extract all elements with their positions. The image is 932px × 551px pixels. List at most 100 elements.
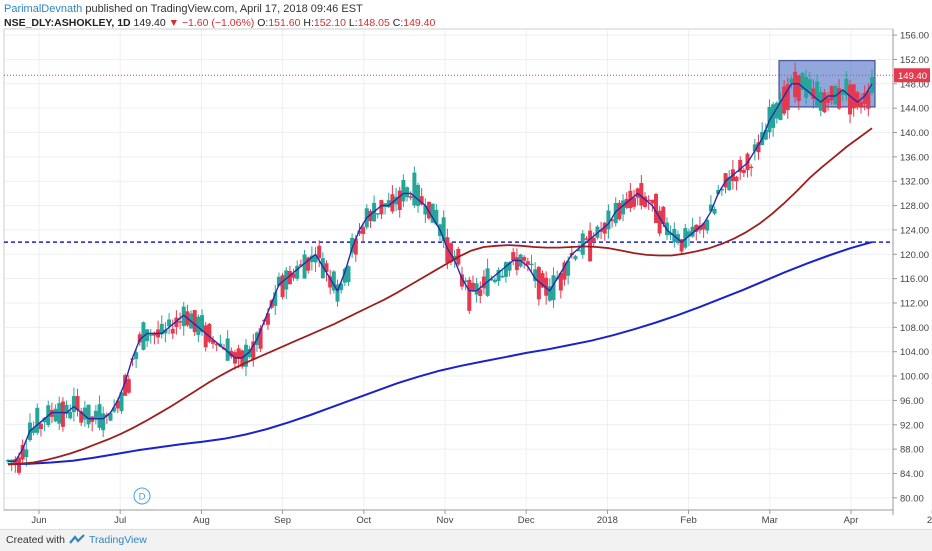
candle-body	[324, 263, 329, 272]
candle-body	[782, 86, 787, 114]
candle-body	[368, 210, 373, 222]
candle-body	[350, 237, 355, 253]
candle-body	[851, 84, 856, 109]
candle-body	[38, 423, 43, 430]
y-tick-label: 144.00	[900, 104, 929, 115]
candle-body	[679, 239, 684, 252]
dividend-marker-label: D	[139, 492, 146, 503]
candle-body	[423, 205, 428, 215]
candle-body	[112, 407, 117, 412]
candle-body	[82, 407, 87, 420]
candle-body	[577, 249, 582, 252]
candle-body	[727, 176, 732, 191]
tradingview-logo[interactable]: TradingView	[68, 534, 147, 546]
price-change: −1.60 (−1.06%)	[181, 17, 255, 29]
candle-body	[86, 404, 91, 425]
candle-body	[71, 396, 76, 413]
candle-body	[211, 339, 216, 344]
candle-body	[694, 224, 699, 232]
y-tick-label: 116.00	[900, 274, 928, 285]
candle-body	[379, 200, 384, 215]
candle-body	[657, 210, 662, 234]
candle-body	[317, 245, 322, 259]
candle-body	[829, 86, 834, 101]
symbol-name[interactable]: NSE_DLY:ASHOKLEY, 1D	[4, 17, 131, 29]
candle-body	[240, 350, 245, 367]
candle-body	[573, 256, 578, 260]
candle-body	[152, 332, 157, 336]
candle-body	[837, 88, 842, 109]
candle-body	[251, 341, 256, 360]
candle-body	[401, 179, 406, 202]
candle-body	[763, 129, 768, 140]
candle-body	[75, 396, 80, 411]
down-arrow-icon: ▼	[168, 17, 179, 29]
candle-body	[53, 408, 58, 422]
author-link[interactable]: ParimalDevnath	[4, 3, 83, 15]
candle-body	[796, 75, 801, 101]
candle-body	[467, 279, 472, 311]
candle-body	[591, 237, 596, 242]
candle-body	[815, 81, 820, 106]
candle-body	[514, 257, 519, 271]
y-tick-label: 108.00	[900, 323, 929, 334]
candle-body	[60, 401, 65, 427]
candle-body	[668, 232, 673, 236]
candle-body	[57, 403, 62, 424]
candle-body	[613, 202, 618, 224]
high-label: H:	[303, 17, 314, 29]
candle-body	[474, 283, 479, 295]
candle-body	[430, 203, 435, 223]
created-with-text: Created with	[6, 534, 65, 546]
candle-body	[31, 427, 36, 433]
x-tick-label: Nov	[437, 515, 454, 526]
candle-body	[452, 255, 457, 261]
candle-body	[478, 289, 483, 297]
candle-body	[137, 334, 142, 343]
symbol-legend: NSE_DLY:ASHOKLEY, 1D 149.40 ▼ −1.60 (−1.…	[4, 17, 435, 29]
plot-frame	[3, 28, 894, 511]
candle-body	[258, 328, 263, 349]
candle-body	[789, 78, 794, 83]
sma-long-line	[7, 241, 873, 466]
candle-body	[697, 225, 702, 231]
candle-body	[115, 400, 120, 409]
y-tick-label: 120.00	[900, 250, 929, 261]
candle-body	[287, 270, 292, 285]
candle-body	[610, 219, 615, 222]
candle-body	[273, 292, 278, 306]
candle-body	[448, 243, 453, 263]
candle-body	[866, 90, 871, 109]
candle-body	[705, 219, 710, 231]
x-tick-label: Mar	[762, 515, 778, 526]
candle-body	[848, 84, 853, 115]
candle-body	[207, 323, 212, 342]
candle-body	[306, 257, 311, 271]
candle-body	[200, 315, 205, 333]
candle-body	[126, 379, 131, 393]
candle-body	[97, 404, 102, 428]
sma-mid-line	[7, 127, 873, 466]
y-tick-label: 80.00	[900, 493, 924, 504]
y-tick-label: 84.00	[900, 469, 924, 480]
candle-body	[331, 271, 336, 291]
candle-body	[756, 142, 761, 153]
candle-body	[196, 316, 201, 336]
y-tick-label: 156.00	[900, 31, 929, 42]
candle-body	[800, 72, 805, 90]
candle-body	[108, 412, 113, 421]
candle-body	[170, 328, 175, 334]
candle-body	[419, 196, 424, 205]
candle-body	[159, 323, 164, 335]
candle-body	[328, 276, 333, 288]
candle-body	[16, 457, 21, 473]
candle-body	[229, 350, 234, 357]
candle-body	[701, 223, 706, 230]
price-chart[interactable]: 80.00 84.00 88.00 92.00 96.00 100.00 104.00 108…	[0, 0, 932, 530]
candle-body	[558, 272, 563, 291]
candle-body	[525, 261, 530, 265]
candle-body	[862, 92, 867, 104]
candle-body	[416, 184, 421, 206]
candle-body	[551, 275, 556, 301]
y-tick-label: 88.00	[900, 445, 924, 456]
